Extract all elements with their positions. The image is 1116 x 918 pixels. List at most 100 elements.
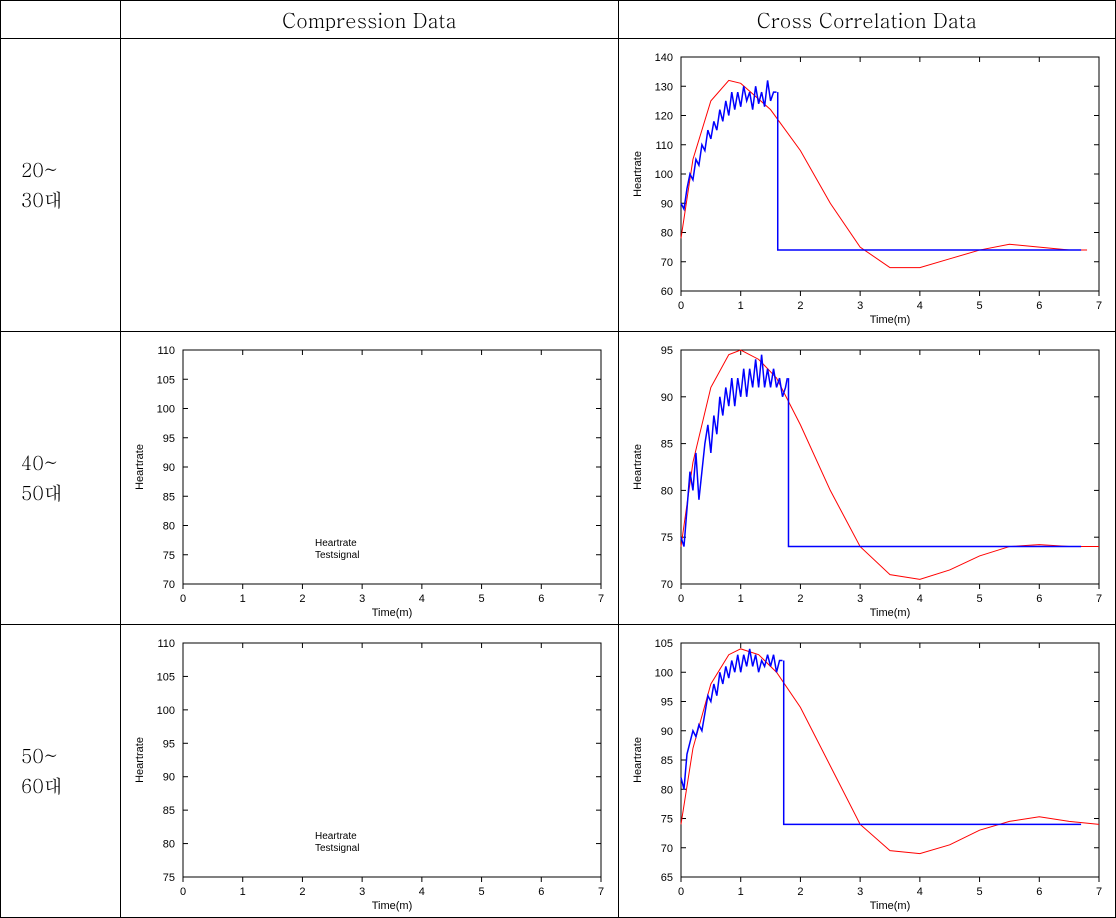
svg-text:1: 1 [240, 593, 246, 605]
chart-wrap: 0123456765707580859095100105Time(m)Heart… [623, 629, 1112, 913]
svg-text:80: 80 [163, 521, 175, 533]
svg-text:6: 6 [1036, 300, 1042, 312]
svg-text:95: 95 [660, 697, 672, 709]
chart-svg: 0123456765707580859095100105Time(m)Heart… [623, 629, 1113, 913]
chart-wrap: 012345677580859095100105110Time(m)Heartr… [125, 629, 614, 913]
svg-text:7: 7 [1095, 886, 1101, 898]
chart-svg: 01234567707580859095Time(m)Heartrate [623, 336, 1113, 620]
y-axis-label: Heartrate [134, 444, 146, 490]
svg-text:0: 0 [677, 593, 683, 605]
header-blank [1, 1, 121, 39]
x-axis-label: Time(m) [372, 900, 413, 912]
svg-text:2: 2 [797, 886, 803, 898]
svg-text:85: 85 [163, 491, 175, 503]
legend-heartrate: Heartrate [315, 831, 357, 842]
svg-text:130: 130 [654, 81, 672, 93]
svg-text:70: 70 [163, 579, 175, 591]
x-axis-label: Time(m) [869, 607, 910, 619]
svg-text:7: 7 [598, 886, 604, 898]
red-series [681, 80, 1087, 267]
svg-text:110: 110 [157, 345, 175, 357]
svg-text:140: 140 [654, 52, 672, 64]
svg-text:90: 90 [660, 392, 672, 404]
blue-series-noisy [681, 355, 787, 547]
svg-text:6: 6 [538, 593, 544, 605]
svg-text:2: 2 [797, 593, 803, 605]
svg-text:3: 3 [857, 886, 863, 898]
svg-text:75: 75 [660, 814, 672, 826]
svg-text:75: 75 [163, 550, 175, 562]
legend-heartrate: Heartrate [315, 538, 357, 549]
svg-text:3: 3 [359, 886, 365, 898]
chart-svg: 0123456760708090100110120130140Time(m)He… [623, 43, 1113, 327]
svg-text:90: 90 [660, 198, 672, 210]
svg-text:6: 6 [538, 886, 544, 898]
svg-text:85: 85 [660, 439, 672, 451]
blue-series-step [783, 661, 1080, 825]
svg-text:70: 70 [660, 843, 672, 855]
svg-text:85: 85 [660, 755, 672, 767]
svg-text:90: 90 [163, 462, 175, 474]
svg-text:80: 80 [660, 485, 672, 497]
svg-text:100: 100 [654, 667, 672, 679]
blue-series-step [788, 378, 1081, 546]
row-label-40-50: 40~ 50대 [1, 332, 121, 625]
row-label-text: 50대 [21, 479, 63, 506]
header-row: Compression Data Cross Correlation Data [1, 1, 1116, 39]
svg-text:85: 85 [163, 805, 175, 817]
svg-text:3: 3 [857, 593, 863, 605]
legend-testsignal: Testsignal [315, 550, 359, 561]
table-row: 50~ 60대 012345677580859095100105110Time(… [1, 625, 1116, 918]
chart-svg: 01234567707580859095100105110Time(m)Hear… [125, 336, 615, 620]
svg-text:65: 65 [660, 872, 672, 884]
blue-series-noisy [681, 80, 777, 209]
svg-text:5: 5 [479, 886, 485, 898]
svg-text:4: 4 [916, 886, 922, 898]
svg-text:5: 5 [976, 593, 982, 605]
red-series [681, 350, 1099, 579]
svg-text:80: 80 [660, 784, 672, 796]
y-axis-label: Heartrate [632, 444, 644, 490]
svg-text:80: 80 [660, 228, 672, 240]
row-label-text: 50~ [21, 742, 58, 769]
svg-text:100: 100 [654, 169, 672, 181]
svg-text:6: 6 [1036, 886, 1042, 898]
svg-text:5: 5 [479, 593, 485, 605]
svg-text:75: 75 [660, 532, 672, 544]
svg-text:1: 1 [240, 886, 246, 898]
cross-chart-50-60: 0123456765707580859095100105Time(m)Heart… [618, 625, 1116, 918]
svg-text:120: 120 [654, 111, 672, 123]
row-label-text: 30대 [21, 186, 63, 213]
svg-text:3: 3 [857, 300, 863, 312]
x-axis-label: Time(m) [869, 314, 910, 326]
svg-text:110: 110 [157, 638, 175, 650]
svg-text:1: 1 [737, 886, 743, 898]
svg-text:7: 7 [1095, 300, 1101, 312]
compression-chart-20-30 [121, 39, 619, 332]
legend-testsignal: Testsignal [315, 843, 359, 854]
svg-text:0: 0 [180, 886, 186, 898]
svg-text:105: 105 [157, 671, 175, 683]
compression-chart-50-60: 012345677580859095100105110Time(m)Heartr… [121, 625, 619, 918]
svg-text:100: 100 [157, 404, 175, 416]
svg-text:60: 60 [660, 286, 672, 298]
svg-text:2: 2 [299, 593, 305, 605]
svg-text:7: 7 [598, 593, 604, 605]
red-series [681, 649, 1099, 854]
svg-text:4: 4 [916, 593, 922, 605]
row-label-text: 60대 [21, 772, 63, 799]
chart-wrap: 0123456760708090100110120130140Time(m)He… [623, 43, 1112, 327]
header-cross: Cross Correlation Data [618, 1, 1116, 39]
svg-text:2: 2 [797, 300, 803, 312]
svg-text:80: 80 [163, 839, 175, 851]
y-axis-label: Heartrate [632, 737, 644, 783]
y-axis-label: Heartrate [134, 737, 146, 783]
svg-text:5: 5 [976, 886, 982, 898]
svg-text:70: 70 [660, 579, 672, 591]
compression-chart-40-50: 01234567707580859095100105110Time(m)Hear… [121, 332, 619, 625]
cross-chart-40-50: 01234567707580859095Time(m)Heartrate [618, 332, 1116, 625]
row-label-20-30: 20~ 30대 [1, 39, 121, 332]
svg-text:4: 4 [419, 886, 425, 898]
svg-text:90: 90 [660, 726, 672, 738]
chart-svg: 012345677580859095100105110Time(m)Heartr… [125, 629, 615, 913]
